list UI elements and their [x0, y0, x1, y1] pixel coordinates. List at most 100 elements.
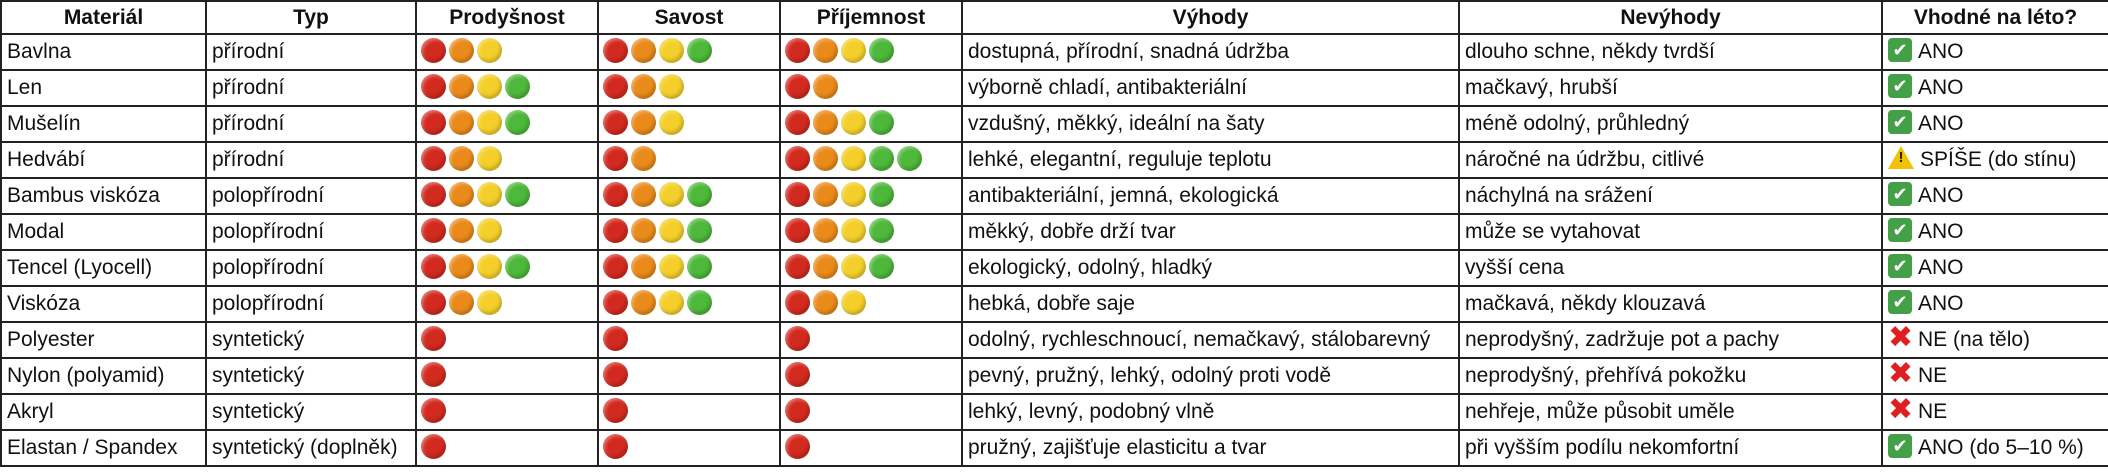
header-vyhody: Výhody: [961, 0, 1460, 35]
red-circle-icon: [603, 253, 628, 279]
material-cell: Nylon (polyamid): [0, 357, 207, 395]
yellow-circle-icon: [659, 181, 684, 207]
type-cell: polopřírodní: [205, 285, 417, 323]
verdict-label: NE (na tělo): [1918, 328, 2031, 351]
disadvantages-cell: mačkavý, hrubší: [1458, 69, 1883, 107]
absorbency-rating: [597, 249, 781, 287]
disadvantages-cell: náročné na údržbu, citlivé: [1458, 141, 1883, 179]
advantages-cell: antibakteriální, jemná, ekologická: [961, 177, 1460, 215]
red-circle-icon: [421, 253, 446, 279]
orange-circle-icon: [449, 181, 474, 207]
yellow-circle-icon: [841, 145, 866, 171]
advantages-cell: lehké, elegantní, reguluje teplotu: [961, 141, 1460, 179]
table-row: Akryl syntetický lehký, levný, podobný vln…: [0, 393, 2108, 431]
check-icon: ✔: [1888, 182, 1912, 207]
red-circle-icon: [603, 289, 628, 315]
comfort-rating: [779, 105, 963, 143]
advantages-cell: pružný, zajišťuje elasticitu a tvar: [961, 429, 1460, 467]
table-row: Bambus viskóza polopřírodní antibakteriáln…: [0, 177, 2108, 215]
material-cell: Tencel (Lyocell): [0, 249, 207, 287]
orange-circle-icon: [813, 289, 838, 315]
disadvantages-cell: vyšší cena: [1458, 249, 1883, 287]
orange-circle-icon: [813, 181, 838, 207]
yellow-circle-icon: [477, 145, 502, 171]
breathability-rating: [415, 393, 599, 431]
type-cell: syntetický: [205, 393, 417, 431]
comfort-rating: [779, 141, 963, 179]
green-circle-icon: [897, 145, 922, 171]
header-vhodne-na-leto: Vhodné na léto?: [1881, 0, 2108, 35]
red-circle-icon: [603, 145, 628, 171]
summer-suitability-cell: ✔ ANO: [1881, 69, 2108, 107]
verdict-label: ANO: [1918, 256, 1964, 279]
disadvantages-cell: může se vytahovat: [1458, 213, 1883, 251]
green-circle-icon: [505, 109, 530, 135]
table-row: Bavlna přírodní dostupná, přírodní, snadná…: [0, 33, 2108, 71]
yellow-circle-icon: [659, 289, 684, 315]
breathability-rating: [415, 213, 599, 251]
orange-circle-icon: [813, 37, 838, 63]
comfort-rating: [779, 33, 963, 71]
red-circle-icon: [421, 217, 446, 243]
yellow-circle-icon: [477, 253, 502, 279]
advantages-cell: měkký, dobře drží tvar: [961, 213, 1460, 251]
orange-circle-icon: [449, 109, 474, 135]
red-circle-icon: [785, 73, 810, 99]
breathability-rating: [415, 249, 599, 287]
red-circle-icon: [421, 397, 446, 423]
summer-suitability-cell: ✔ ANO: [1881, 249, 2108, 287]
header-nevyhody: Nevýhody: [1458, 0, 1883, 35]
green-circle-icon: [869, 109, 894, 135]
absorbency-rating: [597, 177, 781, 215]
yellow-circle-icon: [841, 181, 866, 207]
check-icon: ✔: [1888, 38, 1912, 63]
advantages-cell: vzdušný, měkký, ideální na šaty: [961, 105, 1460, 143]
disadvantages-cell: dlouho schne, někdy tvrdší: [1458, 33, 1883, 71]
verdict-label: ANO: [1918, 220, 1964, 243]
verdict-label: NE: [1918, 400, 1948, 423]
material-cell: Elastan / Spandex: [0, 429, 207, 467]
type-cell: polopřírodní: [205, 213, 417, 251]
yellow-circle-icon: [841, 109, 866, 135]
check-icon: ✔: [1888, 110, 1912, 135]
summer-suitability-cell: ✔ ANO: [1881, 213, 2108, 251]
green-circle-icon: [505, 181, 530, 207]
breathability-rating: [415, 285, 599, 323]
check-icon: ✔: [1888, 254, 1912, 279]
type-cell: polopřírodní: [205, 177, 417, 215]
orange-circle-icon: [449, 217, 474, 243]
material-cell: Len: [0, 69, 207, 107]
type-cell: syntetický (doplněk): [205, 429, 417, 467]
yellow-circle-icon: [841, 217, 866, 243]
table-row: Viskóza polopřírodní hebká, dobře saje mačk…: [0, 285, 2108, 323]
red-circle-icon: [785, 181, 810, 207]
yellow-circle-icon: [659, 253, 684, 279]
material-cell: Polyester: [0, 321, 207, 359]
red-circle-icon: [785, 325, 810, 351]
table-row: Modal polopřírodní měkký, dobře drží tvar m…: [0, 213, 2108, 251]
summer-suitability-cell: ✔ ANO (do 5–10 %): [1881, 429, 2108, 467]
orange-circle-icon: [631, 109, 656, 135]
comfort-rating: [779, 285, 963, 323]
comfort-rating: [779, 177, 963, 215]
type-cell: přírodní: [205, 105, 417, 143]
yellow-circle-icon: [659, 73, 684, 99]
summer-suitability-cell: ✖ NE: [1881, 393, 2108, 431]
material-cell: Akryl: [0, 393, 207, 431]
advantages-cell: lehký, levný, podobný vlně: [961, 393, 1460, 431]
check-icon: ✔: [1888, 290, 1912, 315]
advantages-cell: dostupná, přírodní, snadná údržba: [961, 33, 1460, 71]
breathability-rating: [415, 69, 599, 107]
material-cell: Bambus viskóza: [0, 177, 207, 215]
orange-circle-icon: [449, 145, 474, 171]
orange-circle-icon: [813, 145, 838, 171]
advantages-cell: výborně chladí, antibakteriální: [961, 69, 1460, 107]
disadvantages-cell: nehřeje, může působit uměle: [1458, 393, 1883, 431]
check-icon: ✔: [1888, 218, 1912, 243]
red-circle-icon: [603, 109, 628, 135]
advantages-cell: hebká, dobře saje: [961, 285, 1460, 323]
orange-circle-icon: [449, 289, 474, 315]
disadvantages-cell: neprodyšný, zadržuje pot a pachy: [1458, 321, 1883, 359]
verdict-label: ANO: [1918, 40, 1964, 63]
summer-suitability-cell: ! SPÍŠE (do stínu): [1881, 141, 2108, 179]
